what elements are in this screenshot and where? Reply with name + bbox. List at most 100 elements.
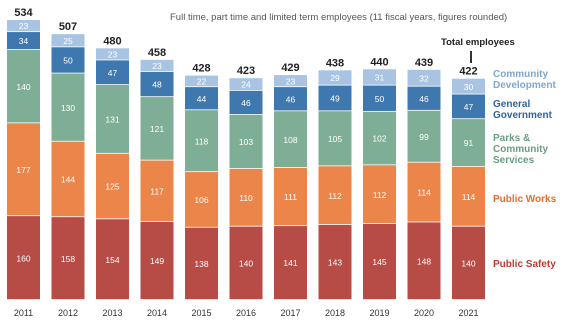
bar-segment-community-development [274,75,307,87]
x-tick-label: 2016 [236,308,256,318]
bar-segment-community-development [452,78,485,94]
x-tick-label: 2014 [147,308,167,318]
segment-label-public-works: 106 [194,195,208,205]
legend-community-development: Community Development [493,69,556,91]
segment-label-community-development: 22 [197,77,207,87]
bar-segment-public-safety [51,217,85,300]
bar-segment-general-government [407,86,441,110]
bar-segment-general-government [363,85,396,111]
segment-label-general-government: 48 [152,80,162,90]
bar-segment-public-works [274,167,307,226]
total-value-label: 422 [459,66,477,78]
segment-label-parks: 131 [105,115,119,125]
segment-label-general-government: 50 [375,94,385,104]
bar-segment-public-works [363,165,396,224]
bar-segment-parks [452,119,485,167]
segment-label-public-works: 177 [16,165,30,175]
total-value-label: 480 [103,35,121,47]
segment-label-public-works: 117 [150,186,164,196]
bar-segment-general-government [318,85,352,111]
bar-segment-public-works [452,166,485,226]
bar-segment-public-safety [407,222,441,300]
bar-segment-community-development [318,70,352,85]
bar-segment-general-government [96,60,129,85]
legend-public-works: Public Works [493,194,557,205]
bar-segment-community-development [7,20,40,32]
bar-segment-general-government [7,32,40,50]
bar-segment-community-development [96,48,129,60]
segment-label-parks: 108 [283,135,297,145]
bar-segment-public-works [185,172,218,227]
bar-segment-parks [7,49,40,123]
segment-label-public-safety: 158 [61,254,75,264]
segment-label-community-development: 23 [286,76,296,86]
bar-segment-parks [274,111,307,168]
segment-label-general-government: 46 [286,94,296,104]
segment-label-public-works: 125 [105,182,119,192]
bar-segment-public-works [96,153,129,219]
segment-label-community-development: 32 [419,73,429,83]
segment-label-community-development: 23 [19,21,29,31]
total-value-label: 423 [237,65,255,77]
bar-segment-parks [229,114,263,169]
segment-label-community-development: 24 [241,80,251,90]
total-value-label: 534 [14,7,33,19]
segment-label-community-development: 31 [375,73,385,83]
bar-segment-general-government [140,71,174,97]
segment-label-general-government: 50 [63,56,73,66]
segment-label-community-development: 29 [330,73,340,83]
bar-segment-public-safety [96,219,129,300]
segment-label-public-safety: 149 [150,256,164,266]
total-employees-label: Total employees [441,37,515,48]
total-value-label: 507 [59,21,77,33]
segment-label-parks: 130 [61,103,75,113]
total-value-label: 440 [370,56,388,68]
bar-segment-public-safety [452,226,485,300]
bar-segment-parks [407,110,441,162]
bar-segment-parks [363,111,396,165]
segment-label-community-development: 23 [152,61,162,71]
segment-label-public-works: 111 [284,192,297,202]
segment-label-community-development: 25 [63,36,73,46]
segment-label-public-works: 112 [328,191,342,201]
x-tick-label: 2020 [414,308,434,318]
segment-label-public-safety: 160 [16,253,30,263]
segment-label-public-works: 114 [417,188,431,198]
segment-label-general-government: 46 [419,94,429,104]
bar-segment-general-government [229,90,263,115]
bar-segment-public-works [229,168,263,226]
segment-label-public-works: 110 [239,193,253,203]
bar-segment-public-works [7,123,40,216]
segment-label-parks: 99 [419,132,429,142]
segment-label-parks: 105 [328,134,342,144]
segment-label-public-works: 112 [373,190,387,200]
bar-segment-general-government [452,94,485,119]
total-value-label: 429 [281,62,299,74]
segment-label-public-works: 114 [462,192,476,202]
bar-segment-public-works [51,141,85,217]
bar-segment-parks [96,85,129,153]
legend-parks-community-services: Parks & Community Services [493,133,548,166]
x-tick-label: 2018 [325,308,345,318]
bar-segment-public-works [140,160,174,222]
segment-label-public-safety: 145 [372,257,386,267]
segment-label-public-safety: 148 [417,256,431,266]
segment-label-parks: 121 [150,124,164,134]
total-value-label: 439 [415,57,433,69]
segment-label-parks: 118 [195,136,209,146]
bar-segment-parks [318,111,352,166]
chart-subtitle: Full time, part time and limited term em… [170,12,508,23]
legend-public-safety: Public Safety [493,259,556,270]
segment-label-general-government: 44 [197,94,207,104]
bar-segment-community-development [363,69,396,85]
bar-segment-public-safety [363,223,396,300]
segment-label-parks: 103 [239,137,253,147]
bar-segment-parks [51,73,85,141]
x-tick-label: 2019 [369,308,389,318]
segment-label-parks: 91 [464,138,474,148]
bar-segment-general-government [185,87,218,110]
total-value-label: 428 [192,63,210,75]
segment-label-general-government: 46 [241,98,251,108]
